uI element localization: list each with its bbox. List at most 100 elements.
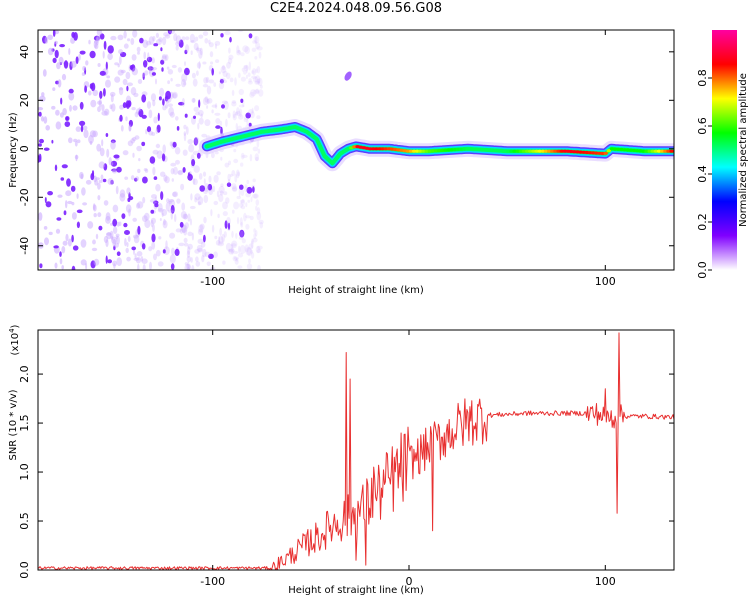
spectrogram-noise-dot (53, 245, 59, 249)
spectrogram-noise-dot (116, 251, 121, 256)
spectrogram-noise-dot (228, 248, 231, 253)
spectrogram-noise-dot (163, 174, 168, 182)
spectrogram-noise-dot (227, 173, 231, 182)
spectrogram-noise-dot (228, 248, 235, 253)
spectrogram-noise-dot (141, 243, 146, 250)
spectrogram-noise-dot (97, 182, 101, 190)
spectrogram-noise-dot (220, 65, 227, 74)
spectrogram-noise-dot (38, 143, 42, 147)
spectrogram-noise-dot (112, 169, 117, 174)
spectrogram-noise-dot (184, 49, 188, 55)
spectrogram-noise-dot (255, 199, 260, 206)
ridge-hot-point (550, 149, 555, 153)
spectrogram-noise-dot (173, 33, 178, 42)
spectrogram-noise-dot (207, 98, 213, 104)
spectrogram-noise-dot (148, 65, 151, 75)
spectrogram-y-tick-label-0: -40 (18, 237, 31, 255)
spectrogram-noise-dot (174, 146, 181, 155)
spectrogram-noise-dot (231, 101, 237, 107)
spectrogram-noise-dot (109, 91, 116, 97)
spectrogram-noise-dot (222, 70, 228, 78)
ridge-hot-point (411, 149, 417, 153)
spectrogram-noise-dot (193, 42, 199, 51)
spectrogram-noise-dot (251, 75, 257, 79)
ridge-hot-point (374, 147, 379, 151)
spectrogram-noise-dot (79, 171, 84, 179)
spectrogram-noise-dot (150, 219, 154, 228)
spectrogram-noise-dot (142, 39, 149, 48)
spectrogram-noise-dot (187, 139, 193, 145)
spectrogram-noise-dot (134, 135, 140, 140)
spectrogram-noise-dot (255, 205, 258, 211)
spectrogram-noise-dot (182, 167, 186, 173)
spectrogram-noise-dot (193, 115, 196, 120)
ridge-hot-point (603, 151, 608, 155)
spectrogram-noise-dot (106, 232, 112, 240)
spectrogram-noise-dot (186, 250, 190, 258)
spectrogram-noise-dot (234, 259, 239, 265)
spectrogram-noise-dot (248, 258, 251, 264)
spectrogram-noise-dot (214, 235, 218, 240)
spectrogram-noise-dot (113, 154, 120, 159)
spectrogram-noise-dot (206, 261, 211, 267)
spectrogram-noise-dot (187, 243, 193, 250)
spectrogram-noise-dot (165, 90, 172, 100)
spectrogram-noise-dot (221, 100, 228, 105)
spectrogram-noise-dot (215, 59, 220, 63)
spectrogram-noise-dot (117, 69, 124, 76)
spectrogram-noise-dot (159, 218, 162, 221)
ridge-hot-point (512, 149, 517, 153)
spectrogram-noise-dot (119, 114, 123, 122)
spectrogram-noise-dot (200, 241, 206, 248)
spectrogram-noise-dot (70, 60, 77, 68)
spectrogram-noise-dot (61, 265, 64, 270)
ridge-hot-point (575, 150, 580, 154)
spectrogram-noise-dot (141, 141, 146, 147)
ridge-hot-point (528, 149, 533, 153)
spectrogram-noise-dot (112, 239, 117, 247)
spectrogram-noise-dot (238, 88, 244, 96)
spectrogram-noise-dot (107, 45, 114, 54)
spectrogram-ridge (198, 71, 674, 172)
spectrogram-noise-dot (232, 113, 237, 121)
spectrogram-noise-dot (149, 156, 156, 164)
spectrogram-noise-dot (78, 53, 81, 61)
spectrogram-noise-dot (112, 218, 118, 227)
spectrogram-noise-dot (171, 247, 175, 256)
spectrogram-noise-dot (100, 174, 104, 181)
spectrogram-noise-dot (82, 202, 88, 206)
snr-x-tick-label-1: 0 (406, 575, 413, 588)
spectrogram-noise-dot (115, 235, 118, 240)
spectrogram-noise-dot (137, 79, 143, 84)
spectrogram-noise-dot (236, 195, 241, 200)
spectrogram-noise-dot (250, 250, 253, 254)
spectrogram-noise-dot (144, 219, 151, 229)
spectrogram-noise-dot (231, 187, 238, 192)
spectrogram-noise-dot (85, 179, 92, 185)
spectrogram-noise-dot (229, 36, 232, 43)
spectrogram-noise-dot (192, 78, 198, 87)
spectrogram-noise-dot (256, 78, 261, 84)
spectrogram-noise-dot (61, 73, 67, 81)
spectrogram-noise-dot (131, 246, 136, 251)
spectrogram-noise-dot (255, 42, 261, 50)
spectrogram-noise-dot (169, 30, 176, 34)
spectrogram-x-ticks: -100 100 (200, 30, 616, 288)
spectrogram-noise-dot (201, 254, 205, 263)
spectrogram-noise-dot (242, 45, 249, 53)
spectrogram-noise-dot (172, 141, 177, 148)
spectrogram-noise-dot (128, 119, 133, 127)
spectrogram-noise-dot (231, 240, 238, 249)
spectrogram-noise-dot (202, 84, 209, 88)
spectrogram-noise-dot (67, 200, 73, 205)
spectrogram-noise-dot (162, 144, 166, 154)
spectrogram-noise-dot (99, 70, 106, 76)
spectrogram-noise-dot (184, 67, 190, 76)
colorbar-tick-label-3: 0.6 (696, 117, 709, 135)
spectrogram-noise-dot (134, 253, 137, 260)
spectrogram-noise-dot (110, 94, 114, 103)
spectrogram-noise-dot (162, 36, 167, 46)
spectrogram-noise-dot (155, 32, 159, 39)
spectrogram-noise-dot (189, 205, 196, 210)
spectrogram-noise-dot (198, 60, 201, 70)
